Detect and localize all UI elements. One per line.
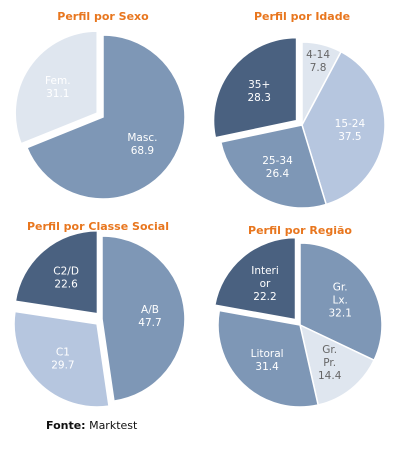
slice-label: Interi or 22.2	[251, 265, 279, 303]
pie-slice	[14, 30, 98, 145]
pie-slice	[213, 236, 297, 321]
pie-slice	[101, 235, 186, 402]
chart-title: Perfil por Idade	[254, 10, 350, 23]
pie-slice	[25, 34, 186, 200]
pie-slice	[301, 50, 386, 206]
slice-label: Litoral 31.4	[251, 348, 284, 373]
chart-title: Perfil por Região	[248, 224, 352, 237]
chart-title: Perfil por Sexo	[57, 10, 149, 23]
pie-slice	[217, 309, 320, 408]
pie-slice	[298, 323, 376, 406]
pie-slice	[13, 310, 110, 408]
pie-slice	[212, 36, 298, 139]
pie-slice	[219, 124, 328, 209]
source-prefix: Fonte:	[46, 419, 86, 432]
slice-label: C2/D 22.6	[53, 266, 79, 291]
slice-label: Gr. Lx. 32.1	[329, 282, 352, 320]
source-note: Fonte: Marktest	[46, 419, 137, 432]
pie-chart-1: Perfil por Sexo Masc. 68.9 Fem. 31.1	[14, 10, 186, 200]
slice-label: 15-24 37.5	[335, 118, 366, 143]
slice-label: A/B 47.7	[138, 304, 161, 329]
chart-title: Perfil por Classe Social	[27, 220, 169, 233]
pie-chart-2: Perfil por Idade 4-14 7.8 15-24 37.5 25-34 26.…	[212, 10, 386, 209]
source-name: Marktest	[89, 419, 138, 432]
pie-chart-3: Perfil por Classe Social A/B 47.7 C1 29.7 C2/…	[13, 220, 186, 408]
pie-slice	[14, 229, 99, 315]
slice-label: 4-14 7.8	[306, 49, 330, 74]
pie-chart-4: Perfil por Região Gr. Lx. 32.1 Gr. Pr. 14.4 Lit…	[213, 224, 383, 408]
slice-label: Fem. 31.1	[45, 75, 71, 100]
slice-label: Masc. 68.9	[127, 132, 157, 157]
slice-label: Gr. Pr. 14.4	[318, 344, 342, 382]
slice-label: 35+ 28.3	[248, 79, 271, 104]
slice-label: C1 29.7	[51, 346, 74, 371]
slice-label: 25-34 26.4	[262, 155, 293, 180]
pie-slice	[299, 242, 383, 362]
